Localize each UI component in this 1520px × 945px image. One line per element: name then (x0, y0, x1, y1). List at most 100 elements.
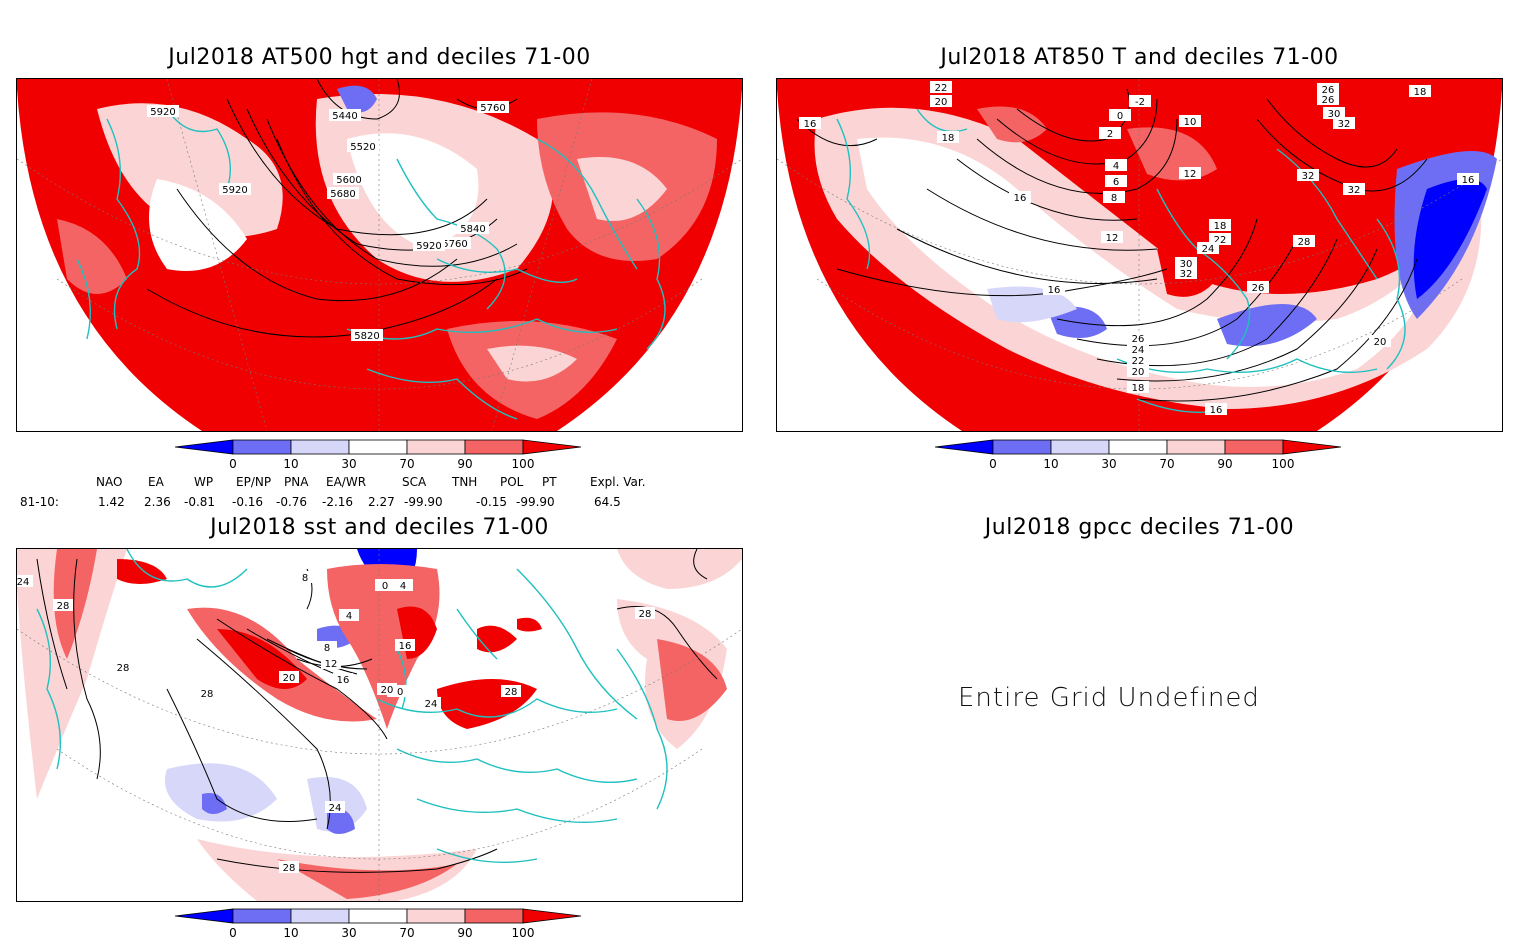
t850-contour-label: 2 (1107, 129, 1113, 140)
t850-contour-label: 12 (1106, 233, 1119, 244)
t850-contour-label: 26 (1322, 85, 1335, 96)
hgt500-contour-label: 5920 (150, 107, 175, 118)
index-header: NAO (96, 475, 123, 489)
t850-contour-label: 20 (1132, 367, 1145, 378)
index-value: -0.15 (476, 495, 508, 509)
colorbar-tick-label: 70 (399, 926, 414, 940)
colorbar-segment (290, 439, 350, 455)
colorbar-segment (290, 908, 350, 924)
colorbar-sst: 0 10 30 70 90 100 (174, 907, 587, 945)
colorbar-tick-label: 90 (457, 457, 472, 471)
indices-row-label: 81-10: (20, 495, 59, 509)
t850-contour-label: 18 (1132, 383, 1145, 394)
hgt500-contour-label: 5520 (350, 142, 375, 153)
sst-contour-label: 28 (117, 663, 130, 674)
sst-contour-label: 20 (283, 673, 296, 684)
sst-contour-label: 24 (329, 803, 342, 814)
index-header: TNH (452, 475, 478, 489)
colorbar-segment (406, 908, 466, 924)
t850-contour-label: 26 (1322, 95, 1335, 106)
hgt500-contour-label: 5600 (336, 175, 361, 186)
t850-contour-label: 10 (1184, 117, 1197, 128)
t850-contour-label: 16 (804, 119, 817, 130)
index-value: -0.16 (232, 495, 264, 509)
t850-contour-label: 20 (1374, 337, 1387, 348)
index-header: POL (500, 475, 524, 489)
sst-contour-label: 8 (302, 573, 308, 584)
colorbar-segment (522, 908, 582, 924)
hgt500-contour-label: 5920 (222, 185, 247, 196)
sst-contour-label: 20 (381, 685, 394, 696)
colorbar-segment (1050, 439, 1110, 455)
colorbar-segment (1282, 439, 1342, 455)
map-sst: 24 28 28 28 20 4 8 12 16 20 24 28 24 28 … (16, 548, 743, 902)
hgt500-contour-label: 5760 (480, 103, 505, 114)
colorbar-segment (348, 439, 408, 455)
t850-contour-label: 32 (1338, 119, 1351, 130)
t850-contour-label: 16 (1462, 175, 1475, 186)
colorbar-tick-label: 100 (512, 457, 535, 471)
t850-contour-label: 6 (1113, 177, 1119, 188)
colorbar-segment (1224, 439, 1284, 455)
index-value: -0.81 (184, 495, 216, 509)
index-value: -99.90 (516, 495, 555, 509)
colorbar-segment (174, 439, 234, 455)
index-value: -2.16 (322, 495, 354, 509)
index-value: 2.27 (368, 495, 395, 509)
map-t850: 22 20 16 18 -2 0 2 4 6 8 10 12 16 12 16 … (776, 78, 1503, 432)
hgt500-contour-label: 5840 (460, 224, 485, 235)
colorbar-tick-label: 10 (1043, 457, 1058, 471)
colorbar-segment (934, 439, 994, 455)
colorbar-segment (992, 439, 1052, 455)
index-value: 64.5 (594, 495, 621, 509)
panel-title-gpcc: Jul2018 gpcc deciles 71-00 (984, 515, 1295, 540)
index-header: EA (148, 475, 164, 489)
panel-title-t850: Jul2018 AT850 T and deciles 71-00 (940, 45, 1339, 70)
sst-contour-label: 4 (400, 581, 406, 592)
hgt500-contour-label: 5440 (332, 111, 357, 122)
t850-contour-label: 24 (1132, 345, 1145, 356)
sst-contour-label: 28 (57, 601, 70, 612)
t850-contour-label: 30 (1180, 259, 1193, 270)
t850-contour-label: 32 (1180, 269, 1193, 280)
sst-contour-label: 28 (201, 689, 214, 700)
sst-contour-label: 4 (346, 611, 352, 622)
colorbar-tick-label: 70 (1159, 457, 1174, 471)
t850-contour-label: 20 (935, 97, 948, 108)
t850-contour-label: 16 (1210, 405, 1223, 416)
colorbar-tick-label: 70 (399, 457, 414, 471)
sst-contour-label: 8 (324, 643, 330, 654)
t850-contour-label: 16 (1048, 285, 1061, 296)
t850-contour-label: 28 (1298, 237, 1311, 248)
colorbar-segment (174, 908, 234, 924)
colorbar-t850: 0 10 30 70 90 100 (934, 438, 1347, 476)
colorbar-tick-label: 90 (457, 926, 472, 940)
index-header: EP/NP (236, 475, 272, 489)
t850-contour-label: 22 (1132, 356, 1145, 367)
colorbar-segment (464, 908, 524, 924)
index-header: PNA (284, 475, 309, 489)
colorbar-segment (232, 908, 292, 924)
index-value: -99.90 (404, 495, 443, 509)
panel-title-sst: Jul2018 sst and deciles 71-00 (210, 515, 549, 540)
sst-contour-label: 28 (639, 609, 652, 620)
index-header: SCA (402, 475, 427, 489)
t850-contour-label: 26 (1252, 283, 1265, 294)
t850-contour-label: 32 (1302, 171, 1315, 182)
t850-contour-label: 4 (1113, 161, 1119, 172)
colorbar-tick-label: 30 (341, 926, 356, 940)
t850-contour-label: 32 (1348, 185, 1361, 196)
colorbar-tick-label: 10 (283, 926, 298, 940)
panel-title-hgt500: Jul2018 AT500 hgt and deciles 71-00 (168, 45, 591, 70)
colorbar-segment (464, 439, 524, 455)
colorbar-segment (348, 908, 408, 924)
map-sst-svg: 24 28 28 28 20 4 8 12 16 20 24 28 24 28 … (17, 549, 742, 901)
index-header: PT (542, 475, 557, 489)
colorbar-tick-label: 10 (283, 457, 298, 471)
colorbar-svg: 0 10 30 70 90 100 (174, 439, 582, 471)
sst-contour-label: 24 (17, 577, 29, 588)
t850-contour-label: 22 (935, 83, 948, 94)
hgt500-contour-label: 5680 (330, 189, 355, 200)
colorbar-tick-label: 30 (341, 457, 356, 471)
colorbar-segment (1166, 439, 1226, 455)
